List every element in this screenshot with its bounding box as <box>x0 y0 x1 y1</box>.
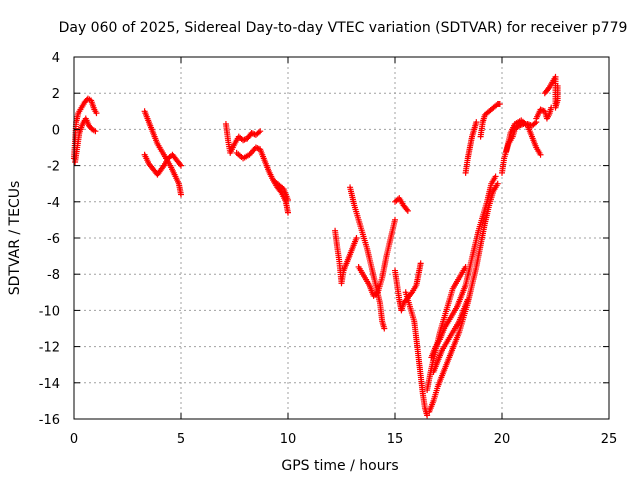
data-point <box>285 209 291 216</box>
data-point <box>545 86 552 93</box>
y-tick-label: 4 <box>52 51 60 66</box>
data-point <box>178 162 184 169</box>
y-tick-label: -8 <box>47 268 60 283</box>
y-tick-label: -16 <box>39 413 60 428</box>
data-point <box>404 207 411 214</box>
x-axis-title: GPS time / hours <box>281 458 398 474</box>
x-axis-ticks: 0 5 10 15 20 25 <box>70 57 617 447</box>
data-point <box>473 119 480 126</box>
y-tick-label: -12 <box>39 341 60 356</box>
data-point <box>353 235 360 241</box>
data-point <box>492 173 499 180</box>
y-tick-label: -14 <box>39 377 60 392</box>
x-tick-label: 10 <box>280 432 297 447</box>
data-point <box>537 151 544 158</box>
data-point <box>496 101 503 108</box>
x-tick-label: 25 <box>601 432 618 447</box>
data-points <box>71 73 561 419</box>
data-point <box>408 290 415 297</box>
data-point <box>93 110 100 117</box>
y-axis-title: SDTVAR / TECUs <box>7 181 23 296</box>
data-point <box>403 206 410 213</box>
y-tick-label: 0 <box>52 123 60 138</box>
x-tick-label: 15 <box>387 432 404 447</box>
data-point <box>494 180 501 187</box>
y-axis-ticks: 4 2 0 -2 -4 -6 -8 -10 -12 -14 -16 <box>39 51 609 428</box>
grid-lines <box>74 57 609 419</box>
x-tick-label: 5 <box>177 432 185 447</box>
data-point <box>464 296 471 303</box>
chart-title: Day 060 of 2025, Sidereal Day-to-day VTE… <box>59 20 628 36</box>
x-tick-label: 0 <box>70 432 78 447</box>
y-tick-label: 2 <box>52 87 60 102</box>
y-tick-label: -4 <box>47 196 60 211</box>
data-point <box>424 412 431 419</box>
data-point <box>417 260 424 267</box>
y-tick-label: -6 <box>47 232 60 247</box>
x-tick-label: 20 <box>494 432 511 447</box>
data-point <box>285 196 291 203</box>
data-point <box>392 216 398 223</box>
data-point <box>176 161 183 168</box>
data-point <box>381 325 388 332</box>
data-point <box>92 128 99 135</box>
y-tick-label: -2 <box>47 160 60 175</box>
y-tick-label: -10 <box>39 304 60 319</box>
data-point <box>178 191 184 198</box>
data-point <box>554 82 561 89</box>
data-point <box>257 128 264 135</box>
